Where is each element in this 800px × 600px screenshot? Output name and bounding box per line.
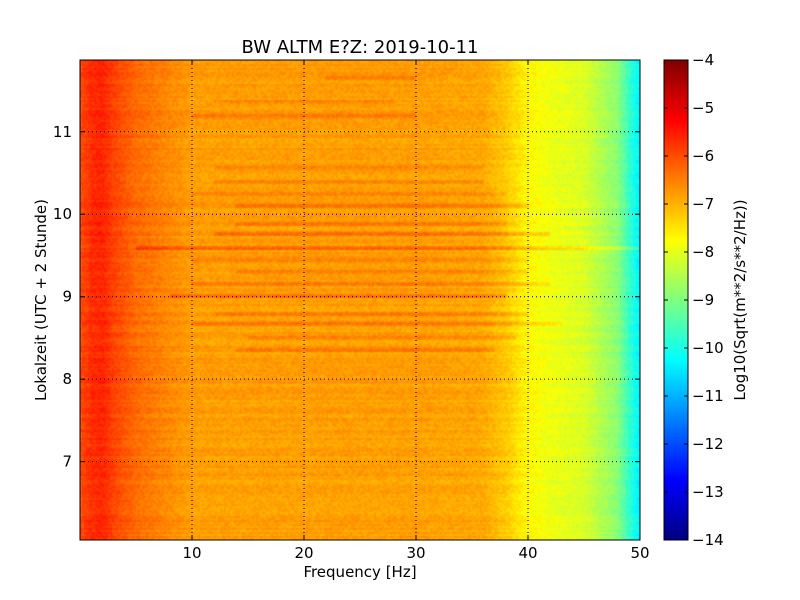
chart-title: BW ALTM E?Z: 2019-10-11 xyxy=(242,37,479,58)
colorbar-tick-label: −6 xyxy=(692,147,714,165)
grid-lines xyxy=(80,60,641,540)
colorbar-label: Log10(Sqrt(m**2/s**2/Hz)) xyxy=(731,199,749,400)
x-tick-label: 40 xyxy=(518,544,537,562)
y-tick-label: 10 xyxy=(53,205,72,223)
spectrogram-heatmap xyxy=(80,60,640,540)
colorbar-tick-label: −8 xyxy=(692,243,714,261)
colorbar-tick-label: −13 xyxy=(692,483,724,501)
colorbar-ticks: −4 −5 −6 −7 −8 −9 −10 −11 −12 −13 −14 xyxy=(664,51,724,549)
colorbar-tick-label: −10 xyxy=(692,339,724,357)
colorbar-tick-label: −14 xyxy=(692,531,724,549)
y-tick-label: 8 xyxy=(62,370,72,388)
y-tick-label: 9 xyxy=(62,288,72,306)
colorbar-tick-label: −12 xyxy=(692,435,724,453)
y-axis-ticks: 7 8 9 10 11 xyxy=(53,123,640,471)
x-tick-label: 10 xyxy=(182,544,201,562)
x-tick-label: 30 xyxy=(406,544,425,562)
x-tick-label: 50 xyxy=(630,544,649,562)
colorbar-tick-label: −11 xyxy=(692,387,724,405)
colorbar-tick-label: −9 xyxy=(692,291,714,309)
x-axis-ticks: 10 20 30 40 50 xyxy=(182,60,650,562)
colorbar-tick-label: −7 xyxy=(692,195,714,213)
colorbar-tick-label: −5 xyxy=(692,99,714,117)
x-tick-label: 20 xyxy=(294,544,313,562)
y-tick-label: 7 xyxy=(62,453,72,471)
x-axis-label: Frequency [Hz] xyxy=(303,563,416,581)
y-tick-label: 11 xyxy=(53,123,72,141)
y-axis-label: Lokalzeit (UTC + 2 Stunde) xyxy=(32,199,50,401)
colorbar-tick-label: −4 xyxy=(692,51,714,69)
plot-frame xyxy=(79,59,641,541)
